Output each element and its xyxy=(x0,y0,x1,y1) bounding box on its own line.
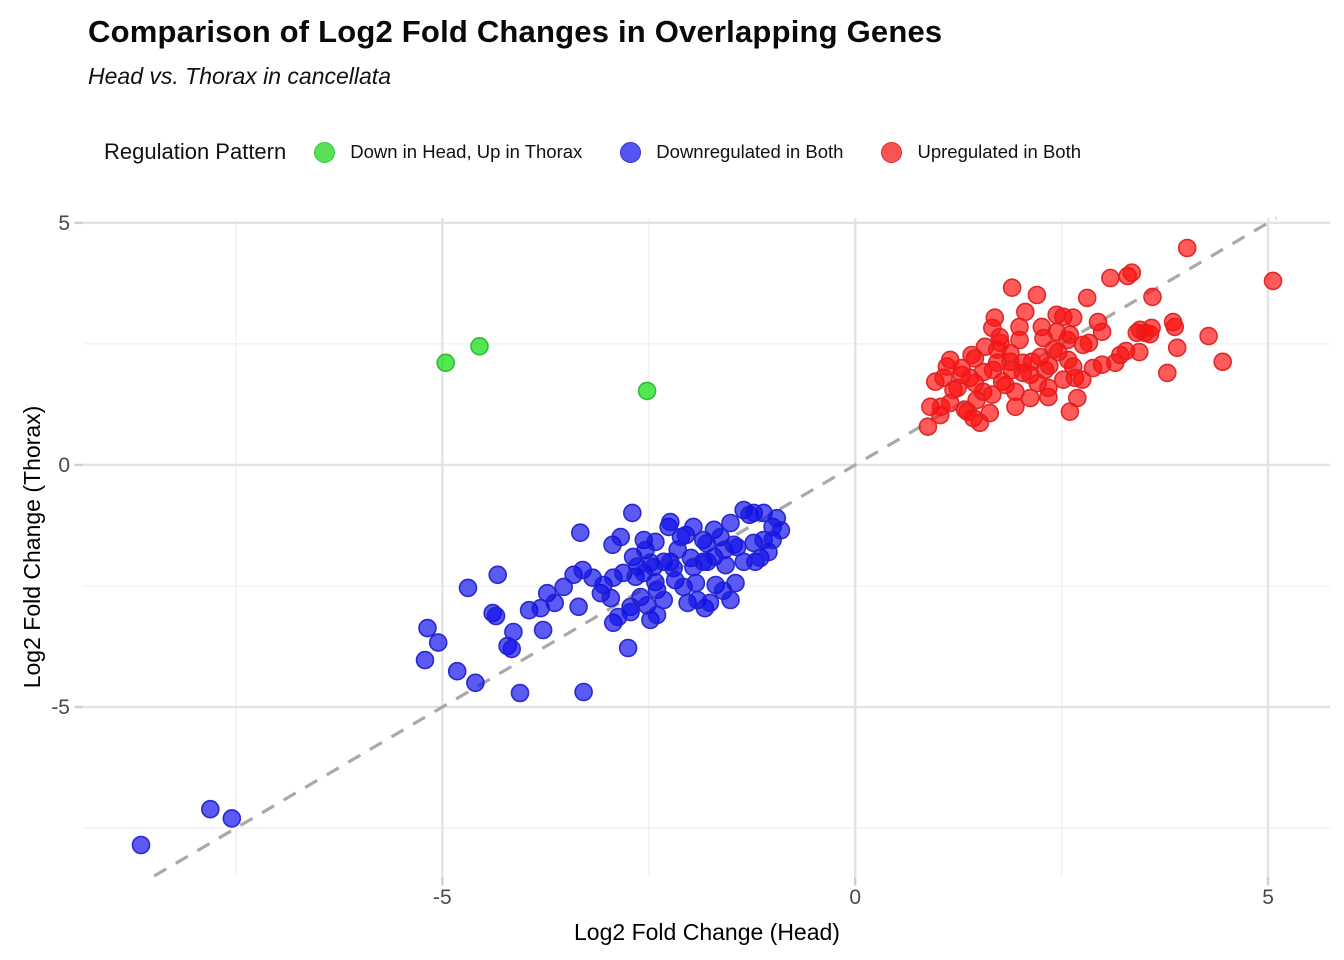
scatter-point xyxy=(647,605,667,625)
scatter-point xyxy=(985,308,1005,328)
scatter-point xyxy=(466,673,485,693)
scatter-point xyxy=(654,590,674,610)
scatter-point xyxy=(488,565,508,585)
chart-subtitle: Head vs. Thorax in cancellata xyxy=(88,63,391,89)
axis-tick-labels: -5 0 5 -5 0 5 xyxy=(51,212,1274,909)
scatter-point xyxy=(637,381,657,401)
legend: Regulation Pattern Down in Head, Up in T… xyxy=(104,133,1119,171)
scatter-point xyxy=(222,809,242,828)
y-axis-title: Log2 Fold Change (Thorax) xyxy=(19,406,45,689)
scatter-point xyxy=(622,503,642,523)
scatter-point xyxy=(574,682,593,702)
scatter-point xyxy=(771,520,791,540)
legend-item: Upregulated in Both xyxy=(881,141,1081,163)
scatter-point xyxy=(1063,308,1083,328)
scatter-point xyxy=(684,517,703,537)
scatter-point xyxy=(611,527,631,547)
legend-item-label: Downregulated in Both xyxy=(656,141,844,162)
scatter-point xyxy=(721,513,740,533)
legend-item-label: Down in Head, Up in Thorax xyxy=(350,141,583,162)
series-downregulated-in-both xyxy=(131,500,791,855)
scatter-point xyxy=(502,639,522,659)
x-tick-label: 0 xyxy=(849,886,861,909)
x-tick-label: -5 xyxy=(433,886,452,909)
scatter-point xyxy=(486,606,506,626)
scatter-point xyxy=(1167,338,1187,358)
scatter-point xyxy=(436,353,456,373)
scatter-point xyxy=(131,835,151,855)
scatter-point xyxy=(618,638,638,658)
scatter-point xyxy=(415,650,435,670)
scatter-point xyxy=(510,683,530,703)
major-gridlines xyxy=(84,218,1330,876)
scatter-point xyxy=(1077,288,1097,308)
chart-title: Comparison of Log2 Fold Changes in Overl… xyxy=(88,14,943,49)
scatter-point xyxy=(533,620,553,640)
legend-swatch-circle-icon xyxy=(620,141,642,163)
scatter-point xyxy=(1016,302,1035,322)
legend-item: Down in Head, Up in Thorax xyxy=(314,141,582,163)
scatter-point xyxy=(1101,268,1120,288)
y-tick-label: 0 xyxy=(58,454,70,477)
scatter-point xyxy=(447,661,467,681)
scatter-point xyxy=(1039,378,1058,398)
scatter-point xyxy=(1158,363,1177,383)
scatter-point xyxy=(716,555,735,575)
scatter-point xyxy=(721,590,740,610)
x-tick-label: 5 xyxy=(1262,886,1274,909)
scatter-point xyxy=(570,523,590,543)
scatter-point xyxy=(554,577,574,597)
scatter-point xyxy=(1263,271,1283,291)
scatter-point xyxy=(601,588,621,608)
scatter-point xyxy=(686,573,706,593)
scatter-point xyxy=(1143,287,1162,307)
series-down-in-head-up-in-thorax xyxy=(436,336,657,401)
scatter-point xyxy=(700,593,720,613)
axis-tick-marks xyxy=(74,221,1270,886)
scatter-point xyxy=(1165,317,1185,337)
legend-swatch-circle-icon xyxy=(881,141,903,163)
scatter-point xyxy=(201,799,220,819)
scatter-point xyxy=(1142,318,1161,338)
scatter-point xyxy=(545,593,565,613)
y-tick-label: -5 xyxy=(51,696,70,719)
scatter-point xyxy=(504,622,523,642)
scatter-point xyxy=(621,602,640,622)
scatter-point xyxy=(1122,263,1142,283)
scatter-point xyxy=(1092,322,1112,342)
scatter-point xyxy=(982,385,1002,405)
y-tick-label: 5 xyxy=(58,212,70,235)
scatter-point xyxy=(1079,333,1099,353)
legend-item-label: Upregulated in Both xyxy=(917,141,1082,162)
series-upregulated-in-both xyxy=(918,238,1283,437)
scatter-point xyxy=(965,349,985,368)
data-points xyxy=(131,238,1283,855)
scatter-point xyxy=(1199,326,1218,346)
scatter-point xyxy=(418,618,437,638)
scatter-point xyxy=(1130,342,1149,362)
scatter-point xyxy=(726,573,745,593)
scatter-point xyxy=(918,417,938,437)
scatter-point xyxy=(458,578,478,598)
scatter-point xyxy=(1213,352,1232,372)
scatter-point xyxy=(1068,388,1087,408)
scatter-point xyxy=(569,597,588,617)
scatter-point xyxy=(1002,278,1022,298)
scatter-point xyxy=(660,512,680,532)
scatter-point xyxy=(470,336,489,356)
legend-swatch-circle-icon xyxy=(314,141,336,163)
scatter-point xyxy=(1027,285,1047,305)
x-axis-title: Log2 Fold Change (Head) xyxy=(574,919,840,945)
legend-title: Regulation Pattern xyxy=(104,139,287,164)
scatter-point xyxy=(1177,238,1197,258)
scatter-point xyxy=(1073,370,1092,390)
scatter-point xyxy=(646,532,665,552)
scatter-point xyxy=(428,633,448,652)
legend-item: Downregulated in Both xyxy=(620,141,843,163)
scatter-point xyxy=(980,403,1000,423)
scatter-point xyxy=(1021,388,1040,408)
